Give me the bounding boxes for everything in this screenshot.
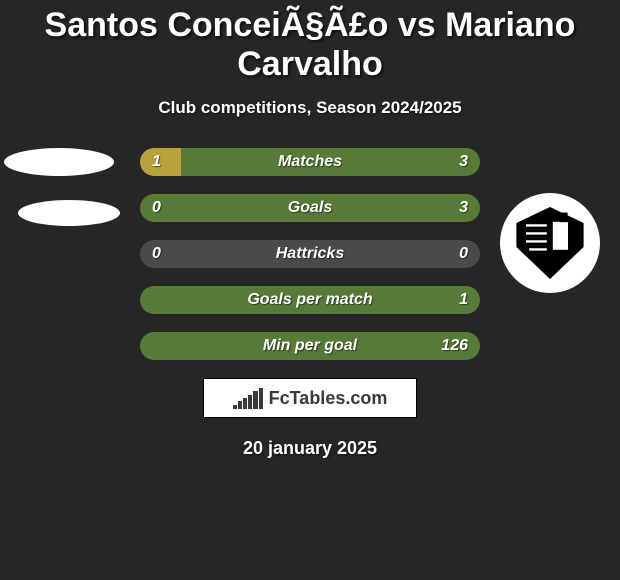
player-right-badge	[500, 193, 600, 293]
stats-area: Matches13Goals03Hattricks00Goals per mat…	[0, 148, 620, 360]
stat-value-right: 126	[441, 332, 468, 360]
player-left-badge-1	[4, 148, 114, 176]
source-logo-text: FcTables.com	[269, 388, 388, 409]
stat-value-right: 3	[459, 194, 468, 222]
stat-value-left: 0	[152, 240, 161, 268]
stat-label: Matches	[140, 148, 480, 176]
stat-value-right: 3	[459, 148, 468, 176]
stat-row: Goals per match1	[140, 286, 480, 314]
source-logo: FcTables.com	[203, 378, 417, 418]
page-title: Santos ConceiÃ§Ã£o vs Mariano Carvalho	[0, 0, 620, 84]
stat-value-right: 0	[459, 240, 468, 268]
bar-chart-icon	[233, 387, 263, 409]
stat-value-right: 1	[459, 286, 468, 314]
date-line: 20 january 2025	[0, 438, 620, 459]
stat-row: Min per goal126	[140, 332, 480, 360]
stat-rows: Matches13Goals03Hattricks00Goals per mat…	[140, 148, 480, 360]
stat-value-left: 1	[152, 148, 161, 176]
stat-row: Hattricks0 0	[140, 240, 480, 268]
club-crest-icon	[510, 203, 590, 283]
subtitle: Club competitions, Season 2024/2025	[0, 98, 620, 118]
player-left-badge-2	[18, 200, 120, 226]
stat-value-left: 0	[152, 194, 161, 222]
comparison-card: Santos ConceiÃ§Ã£o vs Mariano Carvalho C…	[0, 0, 620, 580]
stat-label: Goals per match	[140, 286, 480, 314]
stat-label: Min per goal	[140, 332, 480, 360]
stat-label: Hattricks	[140, 240, 480, 268]
stat-row: Goals0 3	[140, 194, 480, 222]
stat-label: Goals	[140, 194, 480, 222]
stat-row: Matches1 3	[140, 148, 480, 176]
